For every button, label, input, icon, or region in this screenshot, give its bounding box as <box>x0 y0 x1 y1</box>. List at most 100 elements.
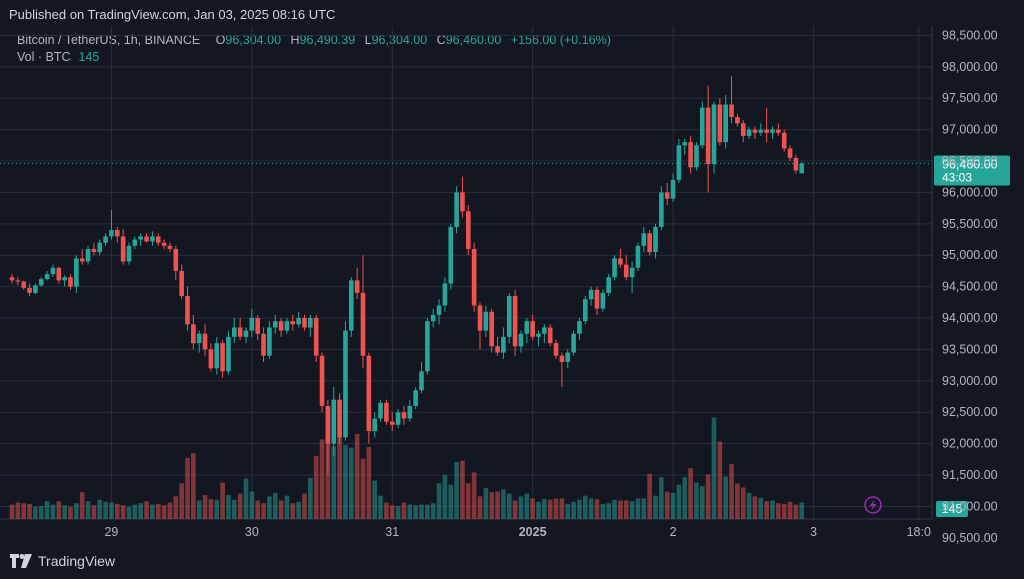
candle-body <box>565 352 571 362</box>
candle-body <box>647 233 652 253</box>
volume-bar <box>395 505 401 519</box>
candle-body <box>682 142 688 146</box>
candle-body <box>454 192 459 227</box>
volume-bar <box>688 468 693 519</box>
volume-bar <box>746 492 752 519</box>
volume-bar <box>542 499 547 519</box>
candle-body <box>50 267 56 275</box>
volume-bar <box>284 495 290 519</box>
volume-bar <box>629 501 635 519</box>
candle-body <box>74 258 79 287</box>
candle-body <box>249 318 255 331</box>
volume-bar <box>167 502 173 519</box>
volume-bar <box>501 489 506 519</box>
volume-bar <box>682 477 688 519</box>
volume-bar <box>781 503 787 519</box>
candle-body <box>460 192 465 212</box>
volume-label[interactable]: Vol · BTC <box>17 50 71 64</box>
volume-bar <box>530 498 535 519</box>
volume-bar <box>770 500 775 519</box>
volume-bar <box>349 447 354 519</box>
candle-body <box>366 355 372 432</box>
candle-body <box>600 292 606 309</box>
volume-bar <box>717 441 723 519</box>
symbol-title[interactable]: Bitcoin / TetherUS, 1h, BINANCE <box>17 33 201 47</box>
lightning-icon[interactable] <box>864 496 882 514</box>
candle-body <box>138 236 143 240</box>
candle-body <box>553 343 559 356</box>
candle-body <box>723 104 728 143</box>
candle-body <box>787 148 793 158</box>
candle-body <box>255 318 260 334</box>
candle-body <box>594 289 600 309</box>
volume-bar <box>787 501 793 519</box>
candle-body <box>150 236 155 242</box>
time-tick-label: 2 <box>670 525 677 539</box>
open-label: O <box>215 33 226 47</box>
volume-bar <box>38 505 44 519</box>
candle-body <box>302 318 307 328</box>
candle-body <box>214 343 220 369</box>
volume-bar <box>109 502 114 519</box>
candle-body <box>79 258 85 262</box>
candle-body <box>729 104 734 118</box>
candle-body <box>44 274 50 280</box>
volume-value: 145 <box>78 50 100 64</box>
volume-bar <box>220 482 225 519</box>
footer-brand[interactable]: TradingView <box>10 553 115 569</box>
volume-bar <box>79 492 85 519</box>
volume-bar <box>50 504 56 519</box>
volume-bar <box>659 477 664 519</box>
candle-body <box>413 390 418 406</box>
price-tick-label: 93,500.00 <box>942 342 998 356</box>
price-tick-label: 95,000.00 <box>942 248 998 262</box>
volume-bar <box>430 503 436 519</box>
volume-bar <box>577 499 582 519</box>
volume-bar <box>752 496 758 519</box>
volume-bar <box>776 503 781 519</box>
price-tick-label: 97,500.00 <box>942 91 998 105</box>
volume-bar <box>91 505 97 519</box>
candle-body <box>466 211 471 249</box>
price-tick-label: 96,000.00 <box>942 185 998 199</box>
candle-body <box>155 236 161 243</box>
close-value: 96,460.00 <box>445 33 502 47</box>
volume-bar <box>583 495 588 519</box>
price-tick-label: 96,500.00 <box>942 154 998 168</box>
volume-bar <box>319 439 325 519</box>
price-axis: 98,500.00 98,000.00 97,500.00 97,000.00 96,5… <box>942 28 998 544</box>
candle-body <box>284 321 290 331</box>
price-tick-label: 98,000.00 <box>942 60 998 74</box>
volume-bars <box>9 401 805 519</box>
candle-body <box>524 321 530 334</box>
candle-body <box>776 129 781 133</box>
candle-body <box>349 280 354 331</box>
candle-body <box>700 107 705 146</box>
volume-bar <box>179 483 184 519</box>
volume-legend: Vol · BTC 145 <box>17 50 99 64</box>
candle-body <box>623 264 629 278</box>
candle-body <box>799 163 805 174</box>
candle-body <box>577 321 582 334</box>
volume-bar <box>705 474 711 519</box>
volume-bar <box>354 433 360 519</box>
volume-bar <box>407 504 413 519</box>
price-tick-label: 92,000.00 <box>942 437 998 451</box>
volume-bar <box>15 502 21 519</box>
candle-body <box>518 333 524 347</box>
symbol-legend: Bitcoin / TetherUS, 1h, BINANCE O96,304.… <box>17 33 611 47</box>
candle-body <box>676 145 682 180</box>
time-tick-label: 3 <box>810 525 817 539</box>
candle-body <box>378 402 383 419</box>
volume-bar <box>360 458 366 519</box>
candle-body <box>419 371 424 391</box>
candle-body <box>144 236 149 242</box>
volume-bar <box>618 500 623 519</box>
candle-body <box>781 132 787 149</box>
candle-body <box>740 123 746 136</box>
candle-body <box>161 242 167 246</box>
volume-bar <box>74 503 79 519</box>
candle-body <box>664 192 670 199</box>
candle-body <box>547 327 553 344</box>
